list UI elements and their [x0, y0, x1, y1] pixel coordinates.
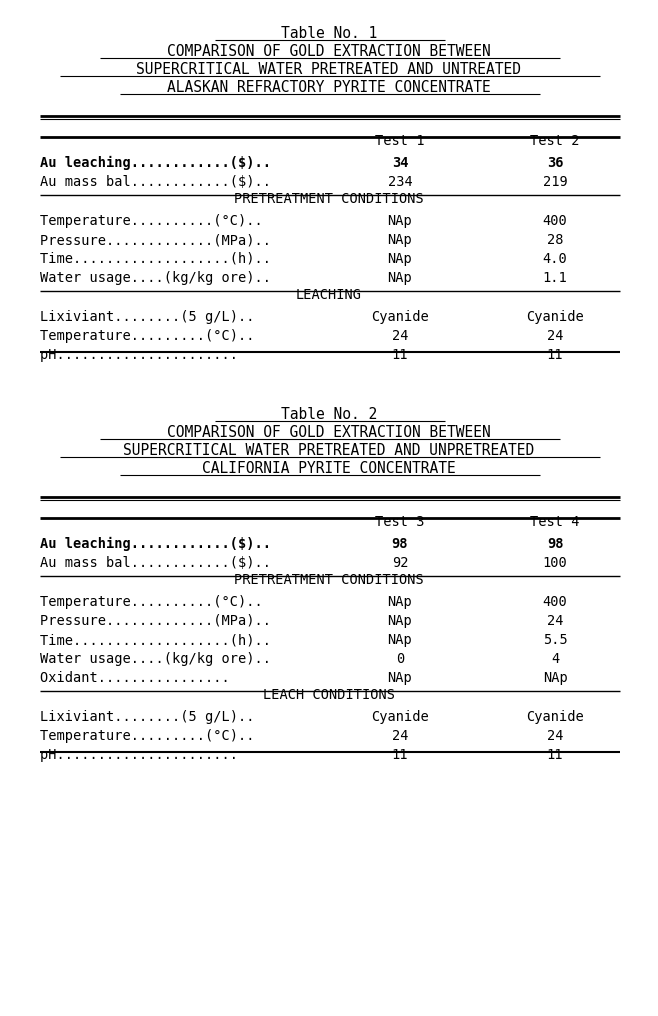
Text: 24: 24 [547, 614, 563, 628]
Text: Temperature..........(°C)..: Temperature..........(°C).. [40, 595, 271, 609]
Text: Au mass bal............($)..: Au mass bal............($).. [40, 175, 279, 189]
Text: 1.1: 1.1 [543, 271, 567, 285]
Text: Lixiviant........(5 g/L)..: Lixiviant........(5 g/L).. [40, 310, 271, 324]
Text: Pressure.............(MPa)..: Pressure.............(MPa).. [40, 614, 279, 628]
Text: 11: 11 [547, 348, 563, 362]
Text: LEACHING: LEACHING [296, 288, 362, 302]
Text: Pressure.............(MPa)..: Pressure.............(MPa).. [40, 233, 279, 247]
Text: Test 2: Test 2 [530, 134, 580, 148]
Text: 400: 400 [543, 595, 567, 609]
Text: Time...................(h)..: Time...................(h).. [40, 633, 279, 647]
Text: 4: 4 [551, 652, 559, 666]
Text: Time...................(h)..: Time...................(h).. [40, 252, 279, 266]
Text: NAp: NAp [388, 633, 413, 647]
Text: Cyanide: Cyanide [371, 310, 429, 324]
Text: Table No. 2: Table No. 2 [281, 407, 377, 422]
Text: Cyanide: Cyanide [526, 710, 584, 724]
Text: Cyanide: Cyanide [371, 710, 429, 724]
Text: Water usage....(kg/kg ore)..: Water usage....(kg/kg ore).. [40, 271, 279, 285]
Text: Temperature..........(°C)..: Temperature..........(°C).. [40, 214, 271, 228]
Text: ALASKAN REFRACTORY PYRITE CONCENTRATE: ALASKAN REFRACTORY PYRITE CONCENTRATE [167, 80, 491, 96]
Text: 5.5: 5.5 [543, 633, 567, 647]
Text: 98: 98 [547, 537, 563, 551]
Text: Au leaching............($)..: Au leaching............($).. [40, 156, 279, 170]
Text: PRETREATMENT CONDITIONS: PRETREATMENT CONDITIONS [234, 573, 424, 587]
Text: NAp: NAp [388, 271, 413, 285]
Text: pH......................: pH...................... [40, 348, 246, 362]
Text: 98: 98 [392, 537, 408, 551]
Text: Temperature.........(°C)..: Temperature.........(°C).. [40, 729, 263, 743]
Text: 34: 34 [392, 156, 408, 170]
Text: NAp: NAp [388, 252, 413, 266]
Text: 0: 0 [396, 652, 404, 666]
Text: 400: 400 [543, 214, 567, 228]
Text: 234: 234 [388, 175, 413, 189]
Text: 11: 11 [392, 748, 408, 762]
Text: Test 1: Test 1 [375, 134, 425, 148]
Text: 100: 100 [543, 556, 567, 570]
Text: pH......................: pH...................... [40, 748, 246, 762]
Text: Temperature.........(°C)..: Temperature.........(°C).. [40, 329, 263, 343]
Text: 92: 92 [392, 556, 408, 570]
Text: Test 4: Test 4 [530, 515, 580, 529]
Text: NAp: NAp [388, 614, 413, 628]
Text: PRETREATMENT CONDITIONS: PRETREATMENT CONDITIONS [234, 192, 424, 206]
Text: 24: 24 [392, 329, 408, 343]
Text: 11: 11 [392, 348, 408, 362]
Text: 11: 11 [547, 748, 563, 762]
Text: Table No. 1: Table No. 1 [281, 26, 377, 41]
Text: 24: 24 [547, 329, 563, 343]
Text: 4.0: 4.0 [543, 252, 567, 266]
Text: SUPERCRITICAL WATER PRETREATED AND UNPRETREATED: SUPERCRITICAL WATER PRETREATED AND UNPRE… [124, 443, 534, 458]
Text: LEACH CONDITIONS: LEACH CONDITIONS [263, 688, 395, 702]
Text: CALIFORNIA PYRITE CONCENTRATE: CALIFORNIA PYRITE CONCENTRATE [202, 461, 456, 477]
Text: 24: 24 [547, 729, 563, 743]
Text: NAp: NAp [388, 595, 413, 609]
Text: COMPARISON OF GOLD EXTRACTION BETWEEN: COMPARISON OF GOLD EXTRACTION BETWEEN [167, 425, 491, 440]
Text: Au mass bal............($)..: Au mass bal............($).. [40, 556, 279, 570]
Text: 24: 24 [392, 729, 408, 743]
Text: Oxidant................: Oxidant................ [40, 671, 238, 685]
Text: Au leaching............($)..: Au leaching............($).. [40, 537, 279, 551]
Text: 28: 28 [547, 233, 563, 247]
Text: 36: 36 [547, 156, 563, 170]
Text: Water usage....(kg/kg ore)..: Water usage....(kg/kg ore).. [40, 652, 279, 666]
Text: 219: 219 [543, 175, 567, 189]
Text: Lixiviant........(5 g/L)..: Lixiviant........(5 g/L).. [40, 710, 271, 724]
Text: NAp: NAp [388, 671, 413, 685]
Text: Test 3: Test 3 [375, 515, 425, 529]
Text: NAp: NAp [543, 671, 567, 685]
Text: NAp: NAp [388, 233, 413, 247]
Text: COMPARISON OF GOLD EXTRACTION BETWEEN: COMPARISON OF GOLD EXTRACTION BETWEEN [167, 44, 491, 59]
Text: SUPERCRITICAL WATER PRETREATED AND UNTREATED: SUPERCRITICAL WATER PRETREATED AND UNTRE… [136, 62, 522, 77]
Text: Cyanide: Cyanide [526, 310, 584, 324]
Text: NAp: NAp [388, 214, 413, 228]
